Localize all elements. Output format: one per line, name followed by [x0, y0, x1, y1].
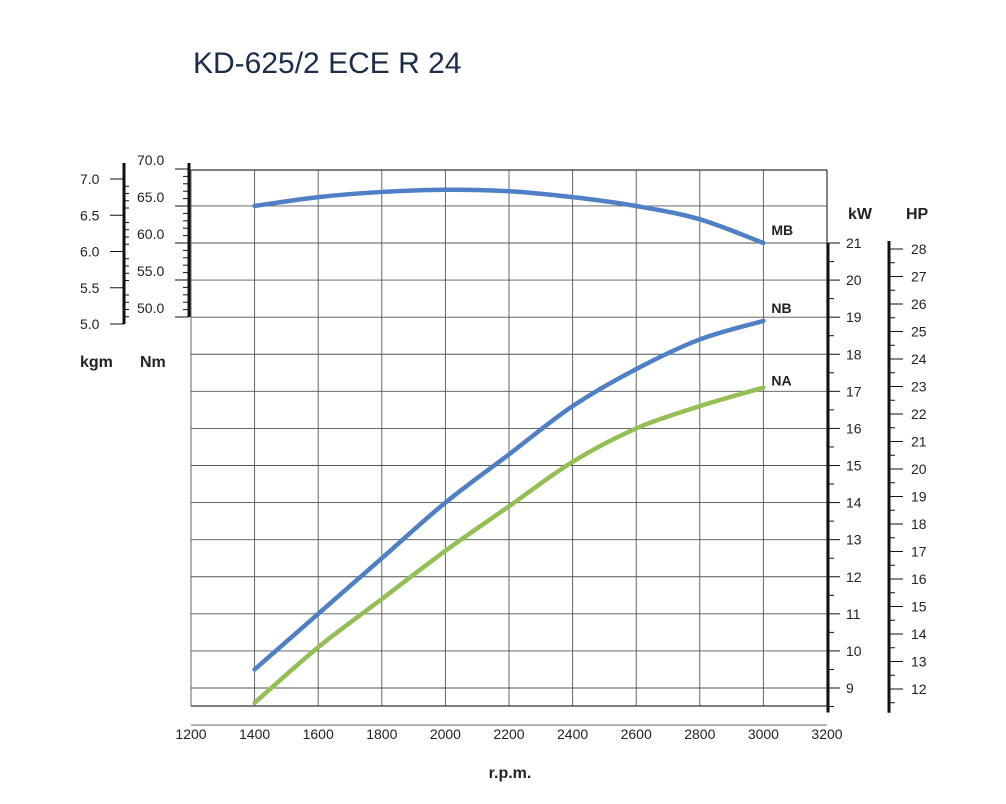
- series-line-mb: [252, 187, 766, 246]
- x-tick-label: 2200: [493, 726, 524, 742]
- kw-tick-label: 16: [846, 420, 862, 436]
- chart-title: KD-625/2 ECE R 24: [193, 47, 461, 80]
- nm-tick-label: 50.0: [137, 300, 164, 316]
- nm-tick-label: 60.0: [137, 226, 164, 242]
- kw-tick-label: 18: [846, 346, 862, 362]
- kw-tick-label: 11: [846, 606, 861, 622]
- hp-tick-label: 27: [911, 269, 927, 285]
- kgm-tick-label: 7.0: [80, 171, 100, 187]
- x-tick-label: 1600: [303, 726, 334, 742]
- hp-tick-label: 26: [911, 296, 927, 312]
- nm-tick-label: 70.0: [137, 152, 164, 168]
- x-tick-label: 3000: [748, 726, 779, 742]
- x-tick-label: 3200: [811, 726, 842, 742]
- nm-tick-label: 55.0: [137, 263, 164, 279]
- kw-tick-label: 12: [846, 569, 862, 585]
- hp-tick-label: 23: [911, 379, 927, 395]
- hp-tick-label: 21: [911, 434, 927, 450]
- series-label-mb: MB: [771, 222, 793, 238]
- x-tick-label: 2800: [684, 726, 715, 742]
- x-tick-label: 2000: [430, 726, 461, 742]
- x-tick-label: 2600: [621, 726, 652, 742]
- hp-tick-label: 12: [911, 681, 927, 697]
- kw-tick-label: 10: [846, 643, 862, 659]
- nm-axis-label: Nm: [140, 354, 166, 371]
- kw-tick-label: 19: [846, 309, 862, 325]
- hp-axis-label: HP: [906, 206, 929, 223]
- kw-tick-label: 13: [846, 532, 862, 548]
- kw-tick-label: 17: [846, 383, 862, 399]
- hp-tick-label: 16: [911, 571, 927, 587]
- x-axis-label: r.p.m.: [489, 765, 532, 782]
- hp-tick-label: 20: [911, 461, 927, 477]
- series-line-nb: [252, 318, 766, 672]
- kgm-tick-label: 5.0: [80, 316, 100, 332]
- kgm-tick-label: 6.0: [80, 244, 100, 260]
- kw-tick-label: 21: [846, 235, 862, 251]
- kw-tick-label: 9: [846, 680, 854, 696]
- kw-tick-label: 15: [846, 458, 862, 474]
- hp-tick-label: 28: [911, 241, 927, 257]
- hp-tick-label: 22: [911, 406, 927, 422]
- kgm-axis-label: kgm: [80, 354, 113, 371]
- x-tick-label: 1400: [239, 726, 270, 742]
- x-tick-label: 1800: [366, 726, 397, 742]
- hp-tick-label: 13: [911, 654, 927, 670]
- kgm-tick-label: 6.5: [80, 207, 100, 223]
- kw-axis-label: kW: [848, 206, 873, 223]
- kgm-tick-label: 5.5: [80, 280, 100, 296]
- series-label-nb: NB: [771, 300, 791, 316]
- nm-tick-label: 65.0: [137, 189, 164, 205]
- plot-axes: 1200 1400 1600 1800 2000 2200 2400 2600 2800 3000…: [80, 152, 927, 742]
- kw-tick-label: 14: [846, 495, 862, 511]
- hp-tick-label: 17: [911, 544, 927, 560]
- series-line-na: [252, 385, 766, 706]
- plot-curves: MB NB NA: [252, 187, 793, 706]
- hp-tick-label: 18: [911, 516, 927, 532]
- x-tick-label: 2400: [557, 726, 588, 742]
- hp-tick-label: 15: [911, 599, 927, 615]
- hp-tick-label: 24: [911, 351, 927, 367]
- hp-tick-label: 14: [911, 626, 927, 642]
- hp-tick-label: 25: [911, 324, 927, 340]
- kw-tick-label: 20: [846, 272, 862, 288]
- series-label-na: NA: [771, 373, 791, 389]
- x-tick-label: 1200: [175, 726, 206, 742]
- hp-tick-label: 19: [911, 489, 927, 505]
